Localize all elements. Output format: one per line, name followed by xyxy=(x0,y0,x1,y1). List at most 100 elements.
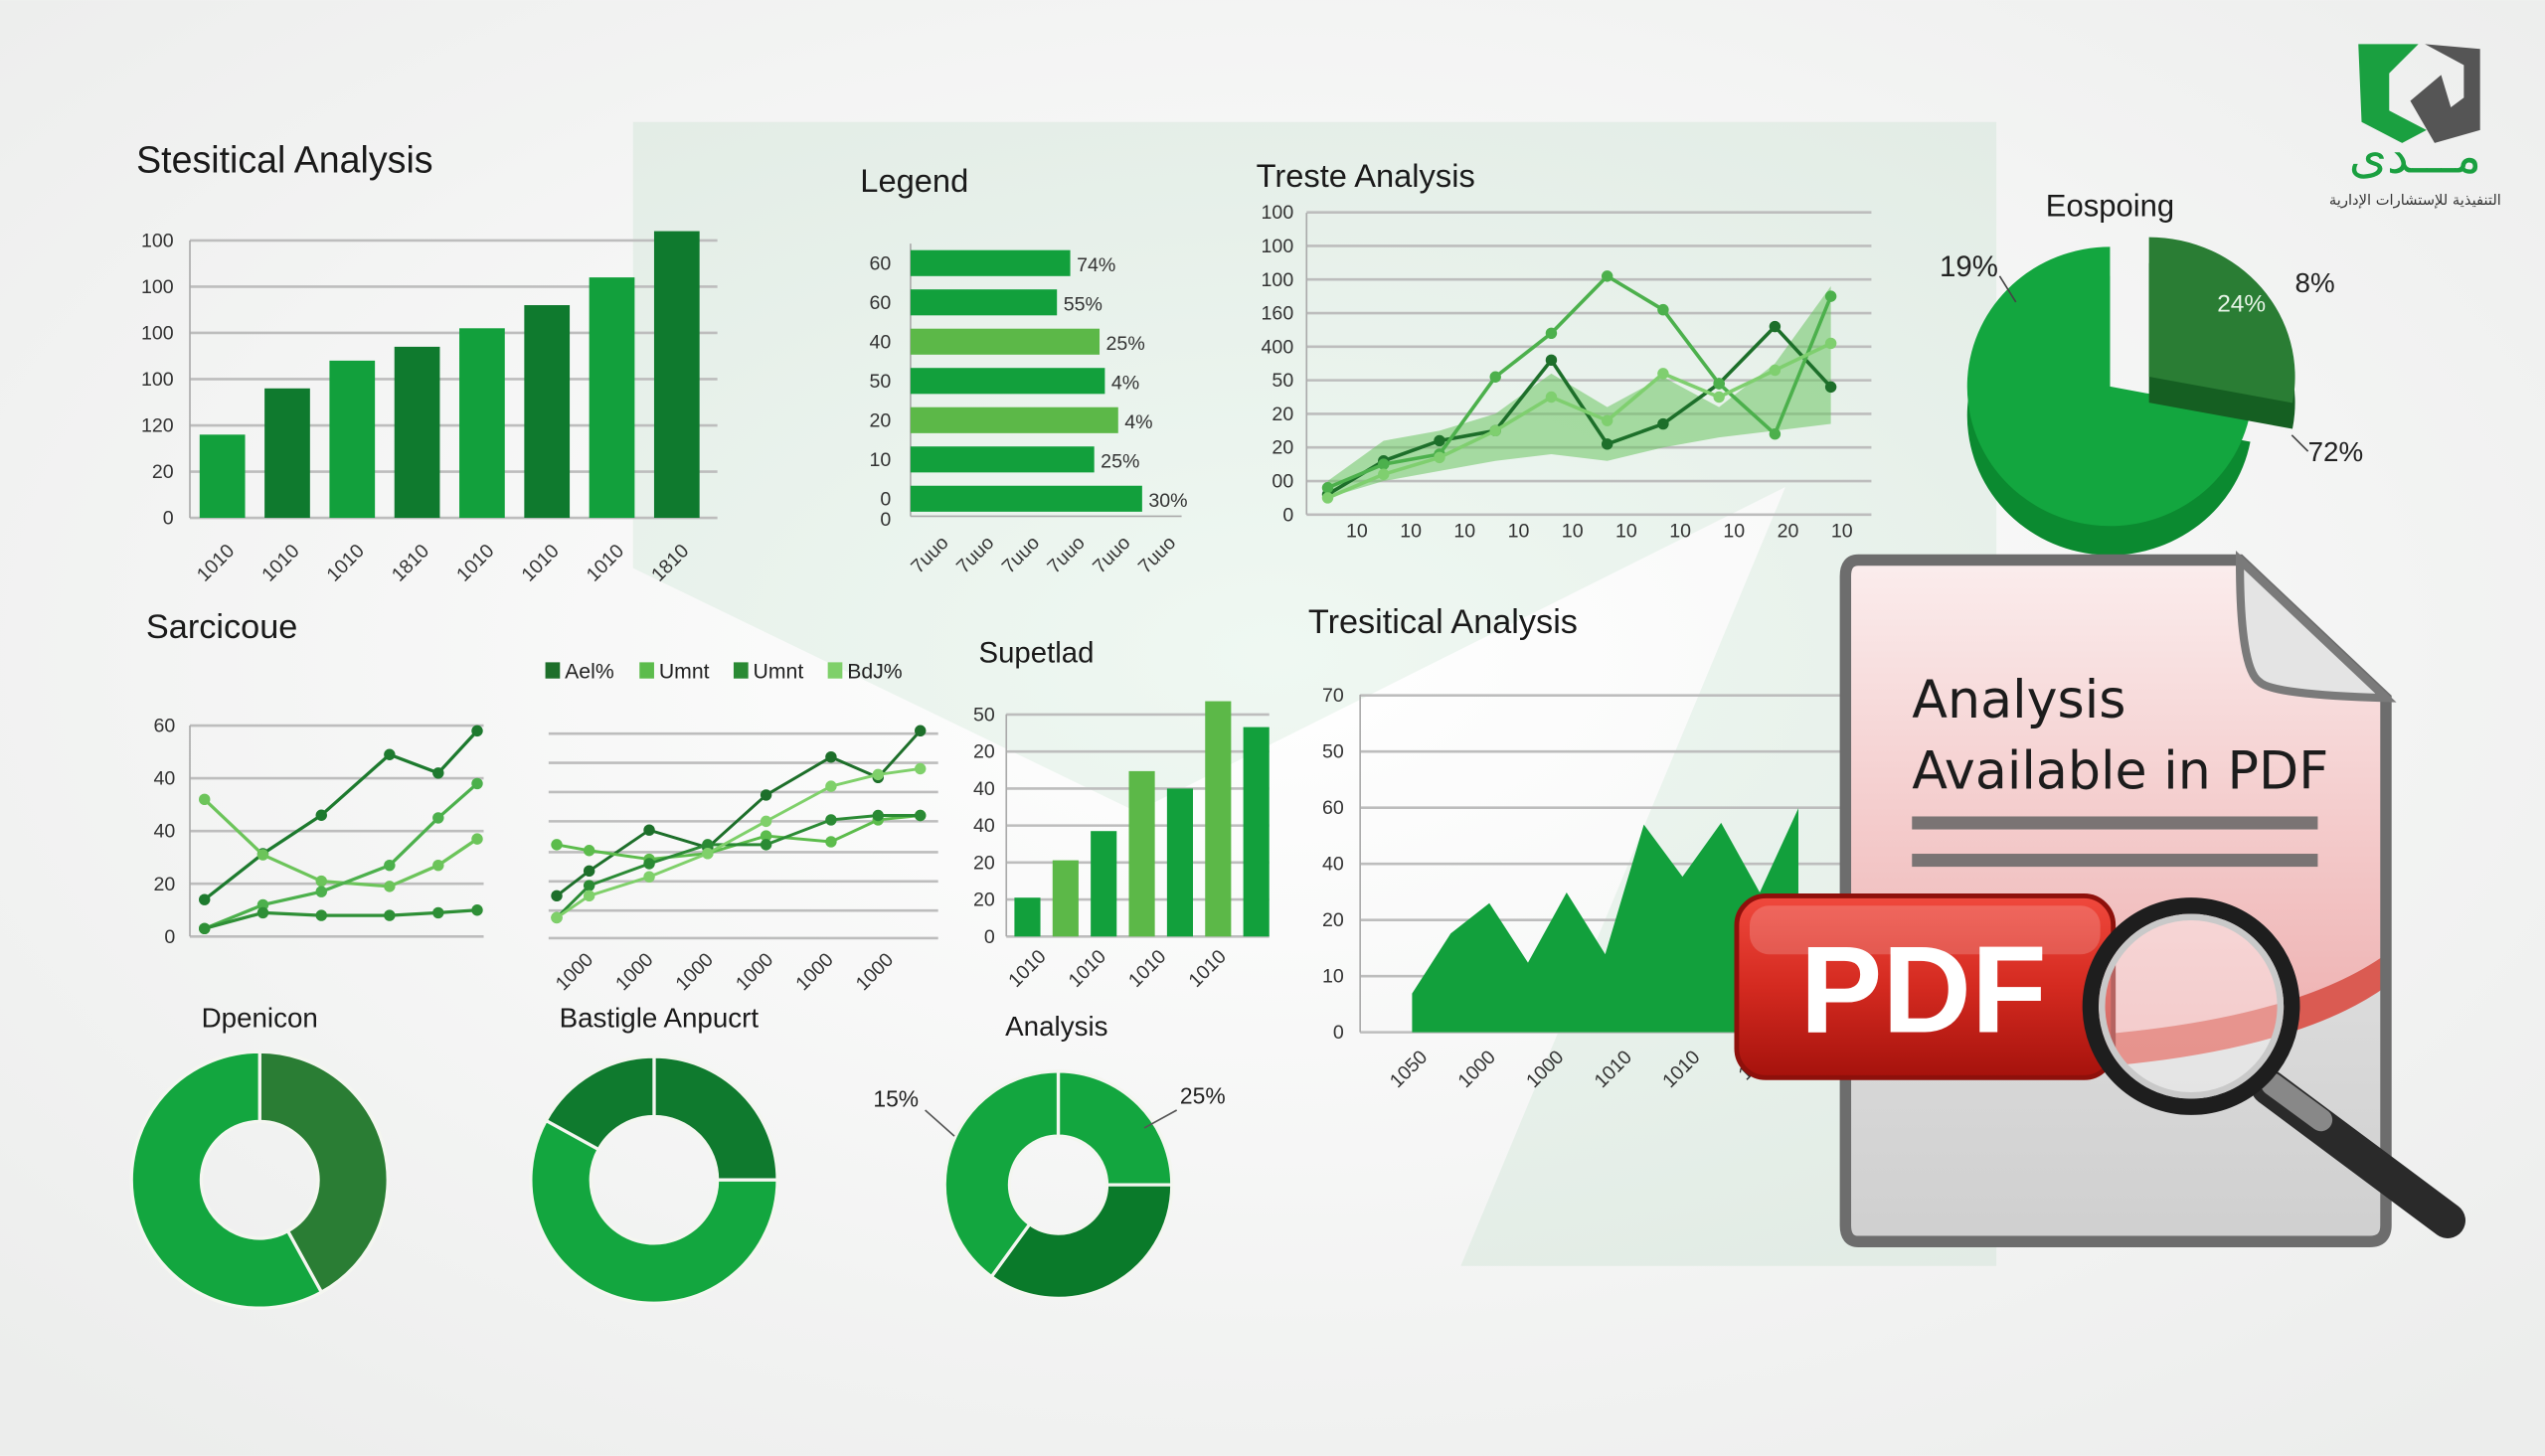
y-tick-label: 100 xyxy=(1262,236,1294,257)
data-point xyxy=(583,890,595,902)
series-line xyxy=(556,767,921,919)
logo-name: مـــدى xyxy=(2349,127,2481,184)
data-point xyxy=(384,859,396,872)
series-line xyxy=(203,729,479,901)
bar xyxy=(589,277,635,519)
donut-label: 15% xyxy=(873,1086,919,1112)
area-fill xyxy=(1412,808,1798,1033)
donut-chart: 15% 25% xyxy=(873,1069,1226,1300)
data-point xyxy=(432,859,444,872)
x-tick-label: 10 xyxy=(1453,521,1475,543)
y-tick-label: 400 xyxy=(1262,336,1294,358)
bar xyxy=(910,289,1058,316)
data-point xyxy=(1824,337,1837,350)
bar xyxy=(329,360,376,519)
logo-mark-green xyxy=(2358,44,2427,143)
chart-title-stesitical: Stesitical Analysis xyxy=(136,138,432,180)
y-tick-label: 20 xyxy=(973,741,995,763)
series-line xyxy=(204,908,478,930)
data-point xyxy=(583,880,595,891)
bar-value-label: 25% xyxy=(1101,450,1139,472)
data-point xyxy=(825,814,837,826)
y-tick-label: 50 xyxy=(1272,370,1293,392)
legend-label: BdJ% xyxy=(847,661,903,684)
bar-value-label: 55% xyxy=(1064,293,1103,315)
y-tick-label: 10 xyxy=(870,449,892,471)
y-tick-label: 100 xyxy=(1262,202,1294,224)
bar xyxy=(910,368,1105,395)
data-point xyxy=(702,847,714,860)
data-point xyxy=(471,777,483,790)
x-tick-label: 20 xyxy=(1778,521,1799,543)
bar xyxy=(264,388,310,519)
pdf-badge[interactable]: PDF xyxy=(1734,893,2117,1080)
x-tick-label: 10 xyxy=(1400,521,1422,543)
data-point xyxy=(825,751,837,763)
bar xyxy=(1091,831,1117,937)
bar xyxy=(910,485,1142,512)
donut-slice xyxy=(544,1054,656,1152)
y-tick-label: 40 xyxy=(154,768,176,790)
pdf-card-line2: Available in PDF xyxy=(1912,742,2328,802)
y-tick-label: 100 xyxy=(141,369,174,391)
leader-line xyxy=(2290,434,2309,452)
y-tick-label: 100 xyxy=(141,230,174,251)
x-tick-label: 10 xyxy=(1562,521,1584,543)
series-line xyxy=(555,814,921,919)
chart-title-tresitical: Tresitical Analysis xyxy=(1308,603,1578,641)
data-point xyxy=(1769,364,1782,377)
y-tick-label: 0 xyxy=(164,926,175,948)
data-point xyxy=(256,849,269,861)
pdf-text-line xyxy=(1912,816,2318,830)
y-tick-label: 0 xyxy=(1333,1022,1344,1044)
y-tick-label: 50 xyxy=(870,371,892,393)
pdf-document-illustration[interactable]: Analysis Available in PDF PDF xyxy=(1734,551,2465,1249)
y-tick-label: 100 xyxy=(141,322,174,344)
y-tick-label: 60 xyxy=(870,292,892,314)
data-point xyxy=(583,865,595,878)
series-line xyxy=(204,782,479,930)
series-line xyxy=(1326,341,1832,500)
data-point xyxy=(432,767,444,779)
data-point xyxy=(1545,327,1558,340)
data-point xyxy=(551,890,563,902)
bar xyxy=(1205,701,1232,937)
data-point xyxy=(1657,303,1669,316)
data-point xyxy=(702,839,714,851)
line-chart-sarcicoue: 0 20 40 40 60 xyxy=(154,716,484,948)
leader-line xyxy=(1998,275,2017,303)
data-point xyxy=(1545,391,1558,404)
data-point xyxy=(1489,371,1501,383)
y-tick-label: 10 xyxy=(1322,966,1344,988)
data-point xyxy=(384,748,396,760)
data-point xyxy=(583,845,595,857)
x-tick-label: 10 xyxy=(1615,521,1637,543)
donut-slice xyxy=(1056,1069,1174,1187)
chart-title-bastigle: Bastigle Anpucrt xyxy=(560,1003,760,1034)
chart-title-supetlad: Supetlad xyxy=(978,636,1094,669)
pie-slice xyxy=(2148,237,2295,404)
pdf-doc-outline xyxy=(1839,554,2392,1247)
bar xyxy=(910,249,1071,276)
pie-label: 72% xyxy=(2308,436,2364,467)
y-tick-label: 0 xyxy=(984,926,995,948)
x-tick-label: 10 xyxy=(1508,521,1530,543)
leader-line xyxy=(1143,1109,1178,1129)
data-point xyxy=(471,904,483,916)
y-tick-label: 20 xyxy=(1272,437,1293,459)
data-point xyxy=(1657,368,1669,380)
donut-chart xyxy=(129,1050,390,1310)
bar-value-label: 30% xyxy=(1148,490,1187,512)
bar xyxy=(1243,727,1270,937)
y-tick-label: 0 xyxy=(163,508,174,530)
data-point xyxy=(1601,270,1613,282)
data-point xyxy=(1824,381,1837,394)
data-point xyxy=(315,809,327,821)
data-point xyxy=(1545,354,1558,367)
data-point xyxy=(432,812,444,824)
chart-title-treste: Treste Analysis xyxy=(1257,157,1475,194)
legend-swatch xyxy=(827,662,843,679)
legend-label: Umnt xyxy=(659,661,710,684)
